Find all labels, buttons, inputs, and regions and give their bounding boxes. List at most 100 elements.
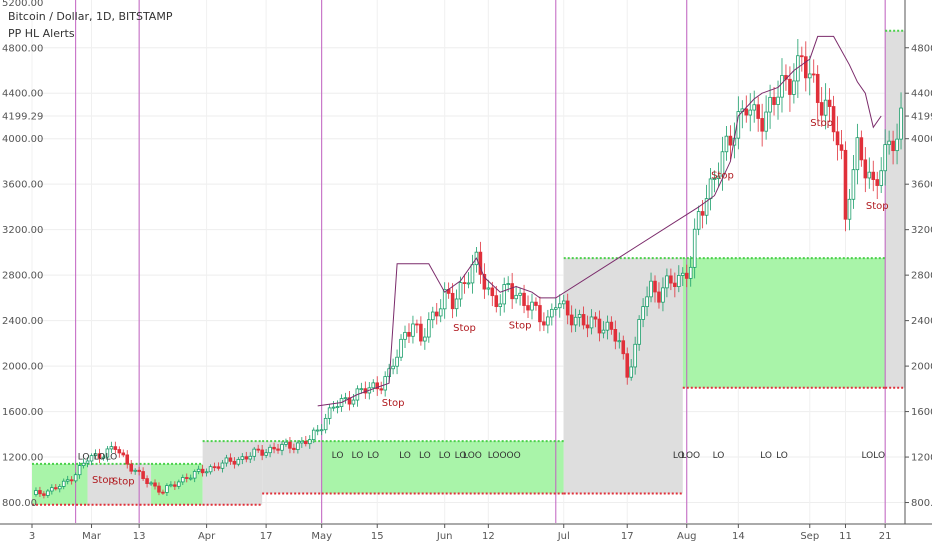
candle-body [601, 329, 606, 334]
candle-body [522, 292, 526, 306]
candle-body [593, 316, 598, 320]
x-tick-label: 17 [621, 531, 634, 542]
stop-label: Stop [112, 476, 135, 487]
candle-body [129, 463, 133, 472]
y-tick-label-left: 4000.00 [2, 134, 43, 145]
x-tick-label: 14 [732, 531, 745, 542]
candle-body [665, 275, 669, 289]
candle-body [768, 96, 772, 113]
candle-body [430, 311, 435, 321]
candle-body [335, 406, 340, 409]
candle-body [121, 452, 126, 456]
candle-body [125, 454, 130, 465]
vertical-markers [75, 0, 886, 523]
candle-body [89, 455, 94, 462]
candle-body [589, 316, 594, 329]
candle-body [216, 466, 221, 469]
candle-body [153, 482, 157, 487]
candle-body [645, 296, 649, 308]
candle-body [427, 319, 431, 338]
support-zone [262, 441, 322, 494]
y-tick-label-left: 4800.00 [2, 43, 43, 54]
candle-body [331, 406, 336, 409]
candle-body [700, 211, 705, 216]
candle-body [728, 135, 733, 146]
candle-body [827, 99, 832, 107]
y-tick-label-right: 2800.00 [911, 271, 932, 282]
candle-body [534, 301, 538, 306]
candle-body [506, 283, 510, 285]
candle-body [276, 448, 280, 451]
candle-body [883, 144, 887, 172]
candle-body [871, 171, 876, 180]
candle-body [319, 429, 324, 432]
candle-body [307, 439, 312, 445]
lo-label: LOOOO [488, 451, 521, 461]
support-zone [563, 258, 683, 494]
candle-body [573, 316, 578, 326]
candle-body [323, 417, 328, 431]
y-tick-label-left: 5200.00 [2, 0, 43, 9]
candle-body [804, 56, 808, 79]
candle-body [831, 106, 836, 133]
x-tick-label: Jun [436, 531, 453, 542]
candle-body [38, 490, 42, 495]
x-tick-label: Sep [800, 531, 819, 542]
candle-body [613, 329, 618, 342]
candle-body [137, 469, 141, 472]
lo-label: LOO [463, 451, 482, 461]
candle-body [415, 323, 419, 326]
candle-body [776, 96, 780, 105]
candle-body [236, 459, 241, 465]
candles [34, 39, 903, 499]
lo-label: LO [713, 451, 725, 461]
candle-body [518, 292, 522, 296]
candle-body [304, 440, 308, 445]
candle-body [708, 178, 713, 200]
indicator-name: PP HL Alerts [8, 27, 75, 40]
candle-body [688, 266, 693, 279]
candle-body [145, 478, 149, 485]
x-tick-label: Apr [198, 531, 216, 542]
candle-body [530, 301, 534, 311]
candle-body [847, 198, 852, 220]
candle-body [85, 460, 90, 464]
candle-body [855, 137, 860, 171]
chart-title: Bitcoin / Dollar, 1D, BITSTAMP [8, 10, 173, 23]
lo-label: LO [439, 451, 451, 461]
y-tick-label-right: 2400.00 [911, 316, 932, 327]
candle-body [97, 453, 102, 459]
candle-body [141, 471, 145, 479]
candle-body [292, 447, 296, 450]
candle-body [661, 287, 665, 303]
candle-body [680, 272, 685, 276]
candle-body [300, 440, 304, 444]
candle-body [625, 353, 630, 378]
candle-body [260, 449, 264, 456]
candle-body [629, 366, 633, 378]
candle-body [347, 397, 352, 405]
candle-body [34, 490, 38, 495]
candle-body [351, 399, 356, 405]
lo-label: LO [352, 451, 364, 461]
support-zone [151, 463, 203, 505]
candle-body [450, 292, 455, 310]
x-tick-label: Mar [82, 531, 102, 542]
candle-body [792, 80, 796, 95]
candle-body [93, 453, 98, 457]
candle-body [760, 118, 764, 132]
candle-body [502, 284, 507, 305]
candle-body [466, 282, 471, 285]
candle-body [224, 457, 229, 464]
candle-body [585, 324, 590, 329]
candle-body [542, 321, 546, 326]
candle-body [296, 442, 300, 450]
candle-body [208, 466, 213, 473]
candle-body [315, 429, 320, 432]
candle-body [633, 343, 637, 368]
candle-body [379, 388, 383, 391]
candle-body [50, 487, 54, 492]
candle-body [887, 140, 891, 146]
candle-body [490, 287, 495, 297]
